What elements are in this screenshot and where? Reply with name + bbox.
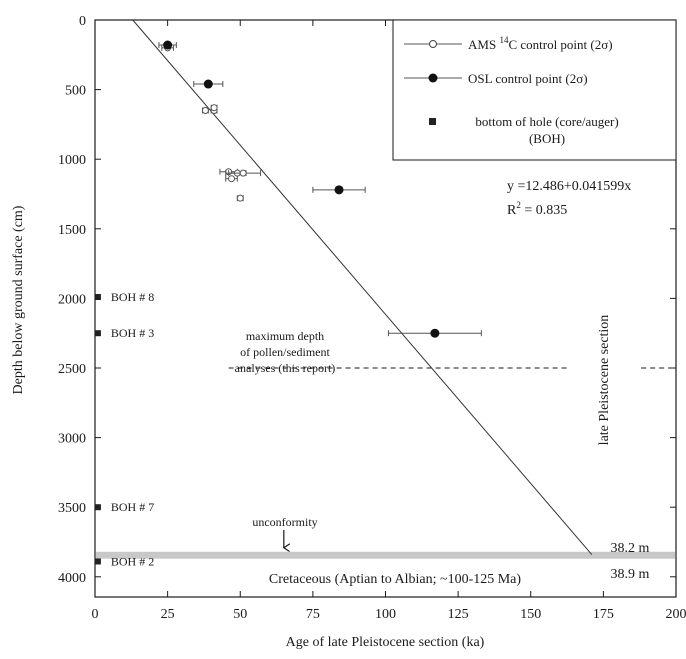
dashed-line-label-3: analyses (this report) xyxy=(235,361,336,375)
y-tick-label: 2000 xyxy=(58,292,86,307)
boh-label: BOH # 7 xyxy=(111,500,154,514)
legend-boh-label: bottom of hole (core/auger) xyxy=(475,114,618,129)
boh-label: BOH # 2 xyxy=(111,554,154,568)
legend-boh-marker xyxy=(429,118,436,125)
y-tick-label: 2500 xyxy=(58,362,86,377)
y-tick-label: 1000 xyxy=(58,153,86,168)
regression-r2: R2 = 0.835 xyxy=(507,200,567,218)
legend-boh-label-line2: (BOH) xyxy=(529,131,565,146)
y-axis-title: Depth below ground surface (cm) xyxy=(11,205,26,394)
dashed-line-label-1: maximum depth xyxy=(246,329,324,343)
boh-marker xyxy=(95,504,101,510)
x-tick-label: 150 xyxy=(520,607,541,622)
y-tick-label: 0 xyxy=(79,14,86,29)
legend-ams-label: AMS 14C control point (2σ) xyxy=(468,35,613,52)
x-axis-title: Age of late Pleistocene section (ka) xyxy=(286,635,485,650)
osl-point xyxy=(430,329,439,338)
x-tick-label: 175 xyxy=(593,607,614,622)
unconformity-band xyxy=(96,552,675,559)
legend: AMS 14C control point (2σ) OSL control p… xyxy=(393,20,676,160)
y-tick-label: 1500 xyxy=(58,223,86,238)
y-tick-label: 3000 xyxy=(58,432,86,447)
unconformity-label: unconformity xyxy=(252,515,317,529)
osl-point xyxy=(335,185,344,194)
ams-point xyxy=(240,170,246,176)
x-tick-label: 0 xyxy=(92,607,99,622)
ams-point xyxy=(211,105,217,111)
legend-osl-marker xyxy=(429,74,438,83)
boh-marker xyxy=(95,558,101,564)
dashed-line-label-2: of pollen/sediment xyxy=(240,345,330,359)
boh-marker xyxy=(95,330,101,336)
ams-point xyxy=(229,176,235,182)
osl-point xyxy=(204,80,213,89)
x-tick-label: 25 xyxy=(161,607,175,622)
boh-label: BOH # 8 xyxy=(111,290,154,304)
x-tick-label: 100 xyxy=(375,607,396,622)
boh-label: BOH # 3 xyxy=(111,326,154,340)
regression-equation: y =12.486+0.041599x xyxy=(507,179,631,194)
y-tick-label: 500 xyxy=(65,84,86,99)
x-tick-label: 50 xyxy=(233,607,247,622)
depth-label-bottom: 38.9 m xyxy=(611,567,650,582)
ams-point xyxy=(202,107,208,113)
x-tick-label: 75 xyxy=(306,607,320,622)
legend-osl-label: OSL control point (2σ) xyxy=(468,71,588,86)
unconformity-band-layer xyxy=(96,530,675,559)
y-tick-label: 3500 xyxy=(58,501,86,516)
cretaceous-label: Cretaceous (Aptian to Albian; ~100-125 M… xyxy=(269,572,521,587)
section-label: late Pleistocene section xyxy=(597,315,612,446)
boh-marker xyxy=(95,294,101,300)
depth-label-top: 38.2 m xyxy=(611,541,650,556)
ams-point xyxy=(237,195,243,201)
y-tick-label: 4000 xyxy=(58,571,86,586)
x-tick-label: 200 xyxy=(666,607,686,622)
osl-point xyxy=(163,41,172,50)
legend-ams-marker xyxy=(430,41,437,48)
x-tick-label: 125 xyxy=(448,607,469,622)
